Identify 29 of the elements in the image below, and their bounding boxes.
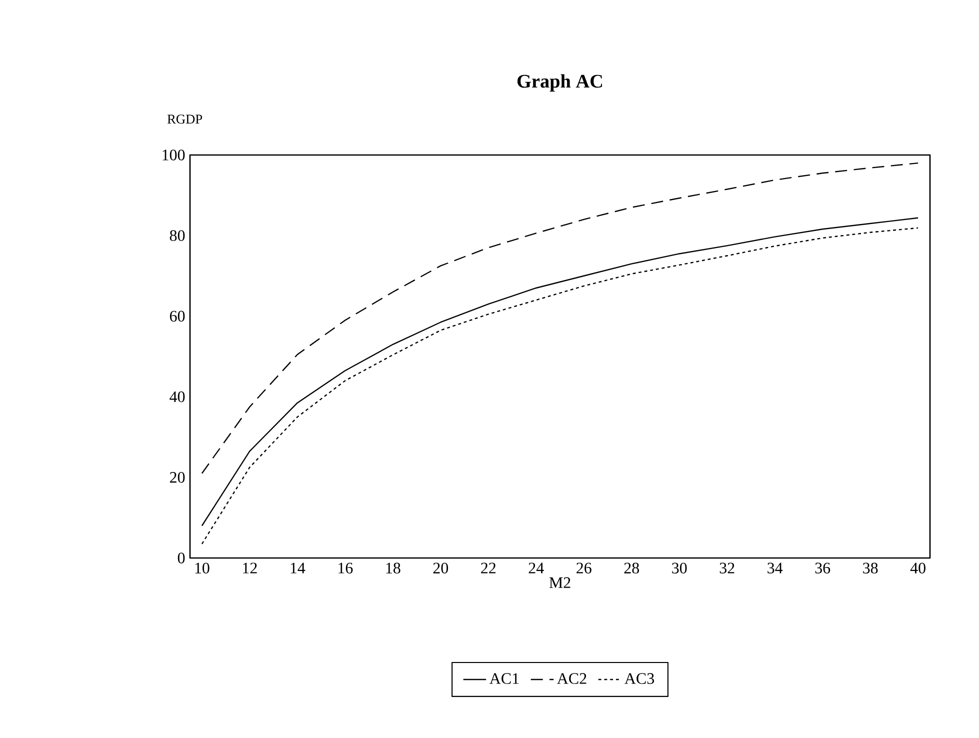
x-tick-label: 14 bbox=[290, 562, 306, 574]
line-series bbox=[201, 162, 919, 474]
x-tick-label: 22 bbox=[481, 562, 496, 574]
chart-title: Graph AC bbox=[517, 74, 602, 92]
x-tick-label: 34 bbox=[768, 562, 783, 574]
y-tick-label: 60 bbox=[170, 310, 185, 322]
x-tick-label: 24 bbox=[528, 562, 544, 574]
x-tick-label: 20 bbox=[433, 562, 448, 574]
x-tick-label: 10 bbox=[195, 562, 210, 574]
x-tick-label: 12 bbox=[243, 562, 257, 574]
legend-label: AC3 bbox=[624, 673, 654, 684]
x-tick-label: 36 bbox=[815, 562, 830, 574]
x-tick-label: 26 bbox=[576, 562, 592, 574]
y-tick-label: 0 bbox=[178, 552, 185, 564]
y-tick-label: 80 bbox=[170, 230, 185, 241]
y-tick-label: 40 bbox=[170, 391, 185, 402]
x-tick-label: 38 bbox=[863, 562, 878, 574]
legend-label: AC1 bbox=[489, 673, 519, 684]
x-tick-label: 32 bbox=[720, 562, 734, 574]
y-tick-label: 100 bbox=[162, 150, 185, 160]
x-axis-title: M2 bbox=[549, 577, 570, 588]
x-tick-label: 28 bbox=[624, 562, 639, 574]
y-tick-label: 20 bbox=[170, 472, 185, 483]
x-tick-label: 40 bbox=[910, 562, 926, 574]
x-tick-label: 18 bbox=[386, 562, 400, 574]
x-tick-label: 30 bbox=[672, 562, 687, 574]
x-tick-label: 16 bbox=[338, 562, 353, 574]
legend-label: AC2 bbox=[557, 673, 586, 684]
y-axis-title: RGDP bbox=[167, 114, 202, 124]
